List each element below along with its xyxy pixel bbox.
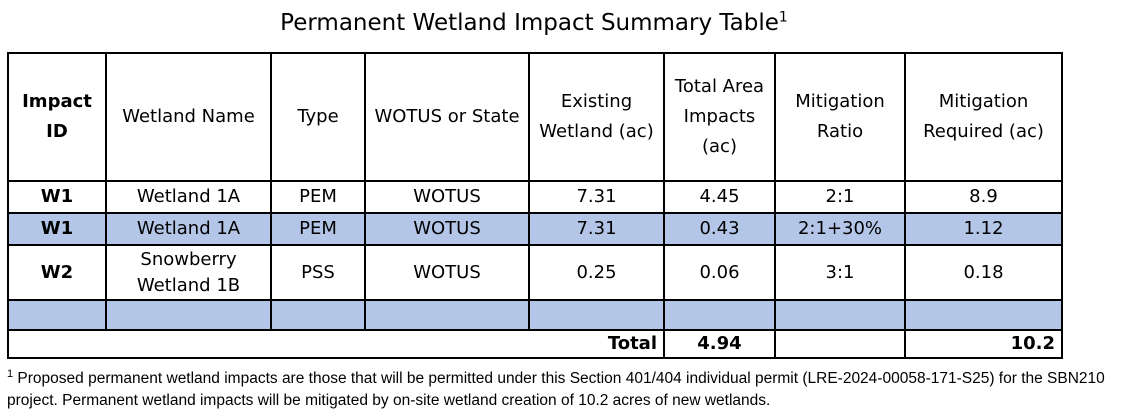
cell-mitigation-required: 8.9 [904,180,1063,214]
cell-existing-wetland: 0.25 [528,244,665,301]
cell-impact-id: W1 [7,212,107,246]
table-row-empty [7,299,1063,331]
header-impact-id: Impact ID [7,52,107,182]
table-row: W2 Snowberry Wetland 1B PSS WOTUS 0.25 0… [7,244,1063,301]
cell-empty [270,299,366,331]
footnote-mark: 1 [7,367,14,380]
cell-impact-id: W1 [7,180,107,214]
impact-summary-table: Impact ID Wetland Name Type WOTUS or Sta… [7,52,1063,359]
cell-mitigation-ratio: 2:1 [774,180,906,214]
cell-empty [528,299,665,331]
header-wetland-name: Wetland Name [105,52,272,182]
cell-existing-wetland: 7.31 [528,180,665,214]
footnote-text: Proposed permanent wetland impacts are t… [7,370,1105,409]
cell-empty [7,299,107,331]
header-type: Type [270,52,366,182]
cell-total-area-impacts: 0.06 [663,244,776,301]
cell-empty [105,299,272,331]
table-title: Permanent Wetland Impact Summary Table1 [0,6,1068,40]
cell-mitigation-required: 1.12 [904,212,1063,246]
cell-empty [774,299,906,331]
cell-total-area-impacts: 0.43 [663,212,776,246]
header-existing-wetland: Existing Wetland (ac) [528,52,665,182]
cell-wotus-or-state: WOTUS [364,244,530,301]
cell-type: PSS [270,244,366,301]
title-text: Permanent Wetland Impact Summary Table [280,10,779,36]
total-blank-cell [774,329,906,359]
cell-wotus-or-state: WOTUS [364,212,530,246]
header-total-area-impacts: Total Area Impacts (ac) [663,52,776,182]
cell-mitigation-required: 0.18 [904,244,1063,301]
header-wotus-or-state: WOTUS or State [364,52,530,182]
table-row: W1 Wetland 1A PEM WOTUS 7.31 0.43 2:1+30… [7,212,1063,246]
table-row: W1 Wetland 1A PEM WOTUS 7.31 4.45 2:1 8.… [7,180,1063,214]
cell-wetland-name: Snowberry Wetland 1B [105,244,272,301]
cell-empty [904,299,1063,331]
cell-wetland-name: Wetland 1A [105,212,272,246]
total-impacts-value: 4.94 [663,329,776,359]
cell-type: PEM [270,180,366,214]
cell-total-area-impacts: 4.45 [663,180,776,214]
cell-wetland-name: Wetland 1A [105,180,272,214]
cell-empty [663,299,776,331]
cell-type: PEM [270,212,366,246]
header-mitigation-required: Mitigation Required (ac) [904,52,1063,182]
total-row: Total 4.94 10.2 [7,329,1063,359]
cell-existing-wetland: 7.31 [528,212,665,246]
footnote: 1 Proposed permanent wetland impacts are… [7,368,1117,412]
cell-empty [364,299,530,331]
total-mitigation-value: 10.2 [904,329,1063,359]
title-footnote-mark: 1 [778,9,788,26]
total-label: Total [7,329,665,359]
cell-mitigation-ratio: 2:1+30% [774,212,906,246]
cell-impact-id: W2 [7,244,107,301]
header-mitigation-ratio: Mitigation Ratio [774,52,906,182]
cell-wotus-or-state: WOTUS [364,180,530,214]
cell-mitigation-ratio: 3:1 [774,244,906,301]
header-row: Impact ID Wetland Name Type WOTUS or Sta… [7,52,1063,182]
